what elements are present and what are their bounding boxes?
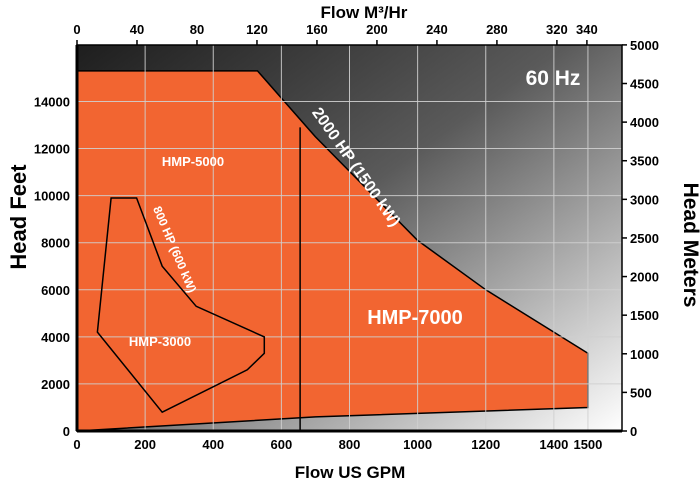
x-tick-label-gpm: 600 [271,437,293,452]
x-tick-label-m3hr: 80 [190,22,204,37]
x-tick-label-gpm: 400 [202,437,224,452]
x-tick-label-gpm: 1400 [539,437,568,452]
top-axis-ticks: 0 40 80 120 160 200 240 280 320 340 [73,22,598,45]
y-tick-label-meters: 0 [630,424,637,439]
x-tick-label-gpm: 800 [339,437,361,452]
hmp-3000-outline [96,197,266,414]
grid-lines [77,45,622,431]
y-tick-label-feet: 0 [63,424,70,439]
y-tick-label-feet: 14000 [34,94,70,109]
top-axis-title: Flow M³/Hr [321,3,408,22]
right-axis-ticks: 0 500 1000 1500 2000 2500 3000 3500 4000 4500 5000 [622,38,659,439]
x-tick-label-m3hr: 320 [546,22,568,37]
y-tick-label-feet: 10000 [34,189,70,204]
frequency-annotation: 60 Hz [526,67,581,90]
y-tick-label-meters: 2500 [630,231,659,246]
x-tick-label-gpm: 1200 [471,437,500,452]
y-tick-label-meters: 4500 [630,77,659,92]
x-tick-label-gpm: 0 [73,437,80,452]
y-tick-label-meters: 4000 [630,115,659,130]
bottom-axis-ticks: 0 200 400 600 800 1000 1200 1400 1500 [73,437,602,452]
y-tick-label-meters: 2000 [630,270,659,285]
right-axis-title: Head Meters [679,183,700,308]
x-tick-label-m3hr: 340 [576,22,598,37]
x-tick-label-gpm: 1500 [573,437,602,452]
x-tick-label-m3hr: 40 [130,22,144,37]
y-tick-label-feet: 2000 [41,377,70,392]
y-tick-label-feet: 12000 [34,142,70,157]
y-tick-label-meters: 1000 [630,347,659,362]
y-tick-label-feet: 6000 [41,283,70,298]
x-tick-label-gpm: 1000 [403,437,432,452]
x-tick-label-m3hr: 0 [73,22,80,37]
x-tick-label-m3hr: 280 [486,22,508,37]
hmp-7000-label: HMP-7000 [367,307,463,329]
y-tick-label-meters: 3500 [630,154,659,169]
left-axis-ticks: 0 2000 4000 6000 8000 10000 12000 14000 [34,94,70,439]
x-tick-label-m3hr: 160 [306,22,328,37]
y-tick-label-meters: 1500 [630,308,659,323]
y-tick-label-feet: 4000 [41,330,70,345]
hmp-5000-label: HMP-5000 [162,154,224,169]
left-axis-title: Head Feet [6,164,31,270]
y-tick-label-meters: 3000 [630,192,659,207]
bottom-axis-title: Flow US GPM [295,463,406,482]
x-tick-label-gpm: 200 [134,437,156,452]
x-tick-label-m3hr: 240 [426,22,448,37]
y-tick-label-feet: 8000 [41,236,70,251]
y-tick-label-meters: 5000 [630,38,659,53]
hmp-7000-region [76,70,589,432]
x-tick-label-m3hr: 200 [366,22,388,37]
hmp-3000-label: HMP-3000 [129,334,191,349]
x-tick-label-m3hr: 120 [246,22,268,37]
y-tick-label-meters: 500 [630,385,652,400]
